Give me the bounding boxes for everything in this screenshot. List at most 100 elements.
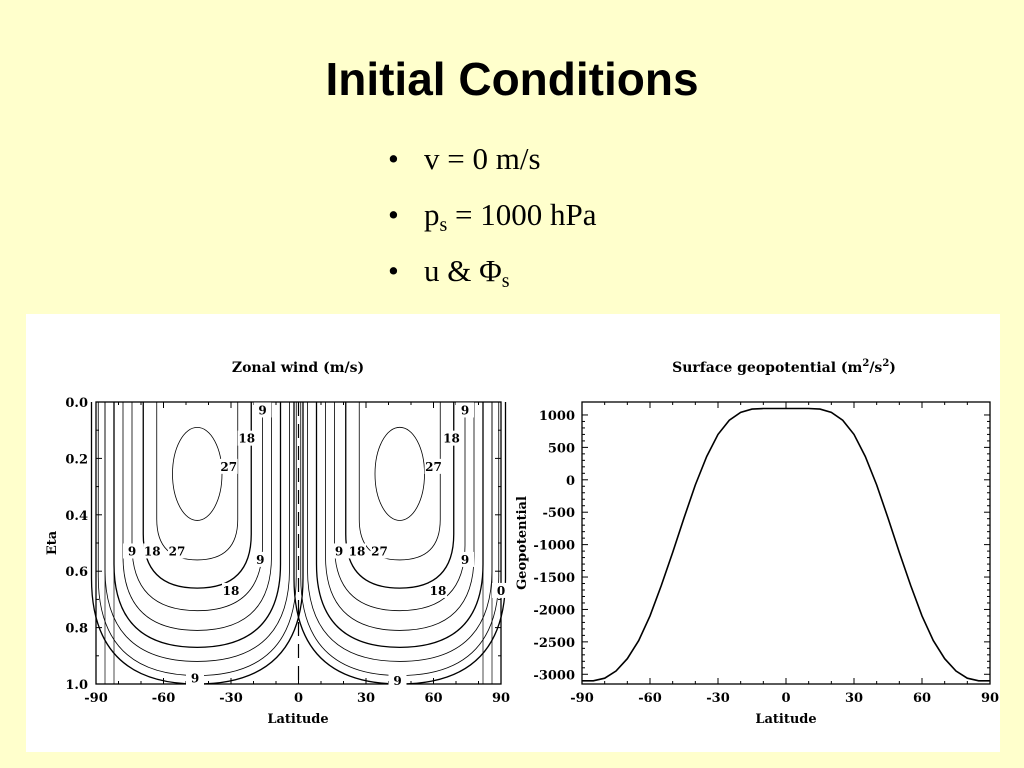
contour-label: 18 [223,584,240,598]
contour-label: 9 [461,403,469,417]
contour-line [325,402,475,631]
contour-label-bg [429,582,447,598]
bullet-list: • v = 0 m/s • ps = 1000 hPa • u & Φs [388,138,597,306]
bullet-item: • v = 0 m/s [388,138,597,194]
geopotential-chart: Surface geopotential (m2/s2) -90 -60 -30 0 3… [515,358,999,727]
contour-label: 18 [238,432,255,446]
contour-label: 18 [349,544,366,558]
contour-label-bg [388,673,407,689]
contour-label-bg [237,430,256,446]
contour-label-bg [251,551,270,567]
y-axis-label: Geopotential [515,496,530,590]
contour-label-bg [253,402,272,418]
contour-label: 0 [497,584,505,598]
x-tick-label: 30 [845,691,863,706]
bullet-text-rest: = 1000 hPa [447,197,597,232]
contour-label-bg [442,430,461,446]
contour-line [156,402,239,561]
x-tick-label: -60 [638,691,662,706]
x-tick-label: -30 [706,691,730,706]
contour-label: 18 [144,544,161,558]
contour-label: 27 [169,544,186,558]
contour-label: 27 [371,544,388,558]
plot-frame [581,401,991,685]
contour-label-bg [219,458,238,474]
contour-label: 9 [258,403,266,417]
geopotential-series-line [582,407,990,682]
figure-panel: Zonal wind (m/s) 9 18 27 9 18 27 9 18 9 9 18 27 9 18 2… [26,314,1000,752]
contour-line [172,426,223,521]
x-tick-label: 90 [981,691,999,706]
y-tick-label: 1.0 [65,678,88,693]
contour-label-bg [143,543,162,559]
x-tick-label: 0 [294,691,303,706]
y-tick-labels: 1000 500 0 -500 -1000 -1500 -2000 -2500 -3000 [533,409,575,683]
y-tick-label: -1000 [533,539,575,554]
x-tick-label: 60 [424,691,442,706]
bullet-subscript: s [439,214,448,236]
contour-line [97,402,297,676]
bullet-dot: • [388,253,399,288]
contour-label-bg [348,543,366,559]
y-tick-label: 0 [566,474,575,489]
y-tick-label: 0.6 [65,565,88,580]
x-axis-label: Latitude [755,712,816,727]
tick-marks [95,401,502,685]
contour-label: 9 [393,674,401,688]
y-tick-label: 0.4 [65,509,88,524]
bullet-text: u & Φ [424,253,502,288]
contour-label: 9 [256,553,264,567]
contour-label-bg [123,543,141,559]
y-tick-label: 0.2 [65,452,88,467]
y-tick-label: 0.0 [65,396,88,411]
contour-label-bg [370,543,389,559]
contour-label: 9 [128,544,136,558]
x-tick-label: 30 [357,691,375,706]
y-tick-label: -500 [542,506,575,521]
contour-label: 18 [430,584,447,598]
contour-label: 27 [220,460,237,474]
contour-line [131,402,263,612]
x-tick-label: 60 [913,691,931,706]
bullet-dot: • [388,197,399,232]
bullet-dot: • [388,141,399,176]
bullet-text: p [424,197,440,232]
contour-label: 9 [335,544,343,558]
x-tick-label: 0 [781,691,790,706]
y-axis-label: Eta [45,530,60,555]
contour-line [122,402,272,631]
geopotential-title: Surface geopotential (m2/s2) [672,358,896,376]
contour-label: 9 [461,553,469,567]
contour-label-bg [424,458,443,474]
bullet-text: v = 0 m/s [424,141,541,176]
contour-line [300,402,500,676]
contour-line [334,402,466,612]
contour-line [307,402,493,662]
contour-line [358,402,441,561]
bullet-item: • ps = 1000 hPa [388,194,597,250]
y-tick-label: 500 [548,441,575,456]
y-tick-labels: 0.0 0.2 0.4 0.6 0.8 1.0 [65,396,88,693]
x-tick-label: -30 [219,691,243,706]
x-tick-labels: -90 -60 -30 0 30 60 90 [570,691,999,706]
y-tick-label: -2000 [533,603,575,618]
bullet-item: • u & Φs [388,250,597,306]
y-tick-label: -1500 [533,571,575,586]
contour-label-bg [456,402,474,418]
x-tick-label: 90 [492,691,510,706]
contour-label-bg [330,543,348,559]
y-tick-label: 0.8 [65,622,88,637]
contour-label-bg [492,582,510,598]
bullet-subscript: s [501,270,510,292]
contour-label: 18 [443,432,460,446]
x-tick-label: -60 [152,691,176,706]
x-axis-label: Latitude [267,712,328,727]
contour-label-bg [456,551,474,567]
contour-label-bg [186,670,204,686]
contour-line [113,402,282,648]
y-tick-label: -3000 [533,668,575,683]
contour-label: 9 [191,671,199,685]
